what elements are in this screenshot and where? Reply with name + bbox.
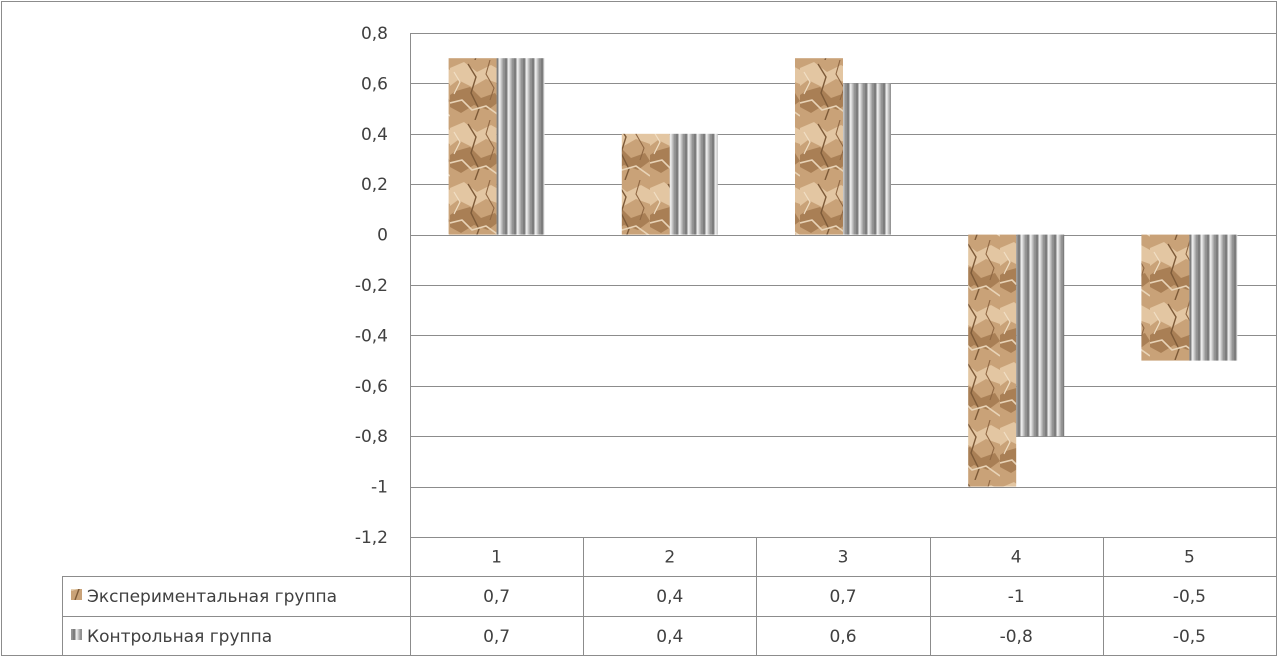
- bar-experimental-3: [795, 58, 843, 235]
- bar-control-5: [1189, 234, 1238, 361]
- table-value-cell: 0,6: [829, 627, 856, 647]
- y-tick-label: 0: [377, 226, 388, 246]
- table-value-cell: -1: [1008, 587, 1025, 607]
- y-tick-label: -1: [371, 478, 388, 498]
- y-tick-label: 0,8: [361, 24, 388, 44]
- bar-experimental-4: [968, 234, 1017, 487]
- table-value-cell: -0,8: [1000, 627, 1033, 647]
- bar-experimental-2: [621, 133, 670, 235]
- x-category-label: 4: [1011, 548, 1022, 568]
- table-value-cell: 0,7: [483, 627, 510, 647]
- x-category-label: 2: [664, 548, 675, 568]
- x-category-label: 3: [838, 548, 849, 568]
- y-tick-label: -1,2: [355, 528, 388, 548]
- data-table: 1 2 3 4 5 Экспериментальная группа 0,7 0,4 0,7 -1…: [62, 537, 1276, 656]
- x-category-label: 5: [1184, 548, 1195, 568]
- bar-control-1: [496, 58, 545, 235]
- table-value-cell: 0,4: [656, 587, 683, 607]
- bar-control-4: [1016, 234, 1065, 437]
- bar-experimental-1: [448, 58, 497, 235]
- bar-control-2: [669, 133, 718, 235]
- legend-key-control: [71, 629, 82, 640]
- legend-key-experimental: [71, 589, 82, 600]
- table-value-cell: -0,5: [1173, 627, 1206, 647]
- y-tick-label: -0,8: [355, 427, 388, 447]
- legend-series-name: Контрольная группа: [87, 627, 272, 647]
- y-tick-label: -0,6: [355, 377, 388, 397]
- y-tick-label: -0,4: [355, 326, 388, 346]
- bars: [448, 58, 1238, 487]
- y-tick-label: 0,6: [361, 74, 388, 94]
- gridlines: [410, 33, 1276, 656]
- table-value-cell: 0,7: [483, 587, 510, 607]
- table-value-cell: -0,5: [1173, 587, 1206, 607]
- table-value-cell: 0,4: [656, 627, 683, 647]
- table-value-cell: 0,7: [829, 587, 856, 607]
- y-tick-label: -0,2: [355, 276, 388, 296]
- x-category-label: 1: [491, 548, 502, 568]
- bar-control-3: [843, 83, 891, 235]
- legend-series-name: Экспериментальная группа: [87, 587, 337, 607]
- bar-experimental-5: [1141, 234, 1190, 361]
- y-tick-label: 0,2: [361, 175, 388, 195]
- y-tick-label: 0,4: [361, 125, 388, 145]
- y-axis-tick-labels: 0,8 0,6 0,4 0,2 0 -0,2 -0,4 -0,6 -0,8 -1 -1,2: [355, 24, 388, 548]
